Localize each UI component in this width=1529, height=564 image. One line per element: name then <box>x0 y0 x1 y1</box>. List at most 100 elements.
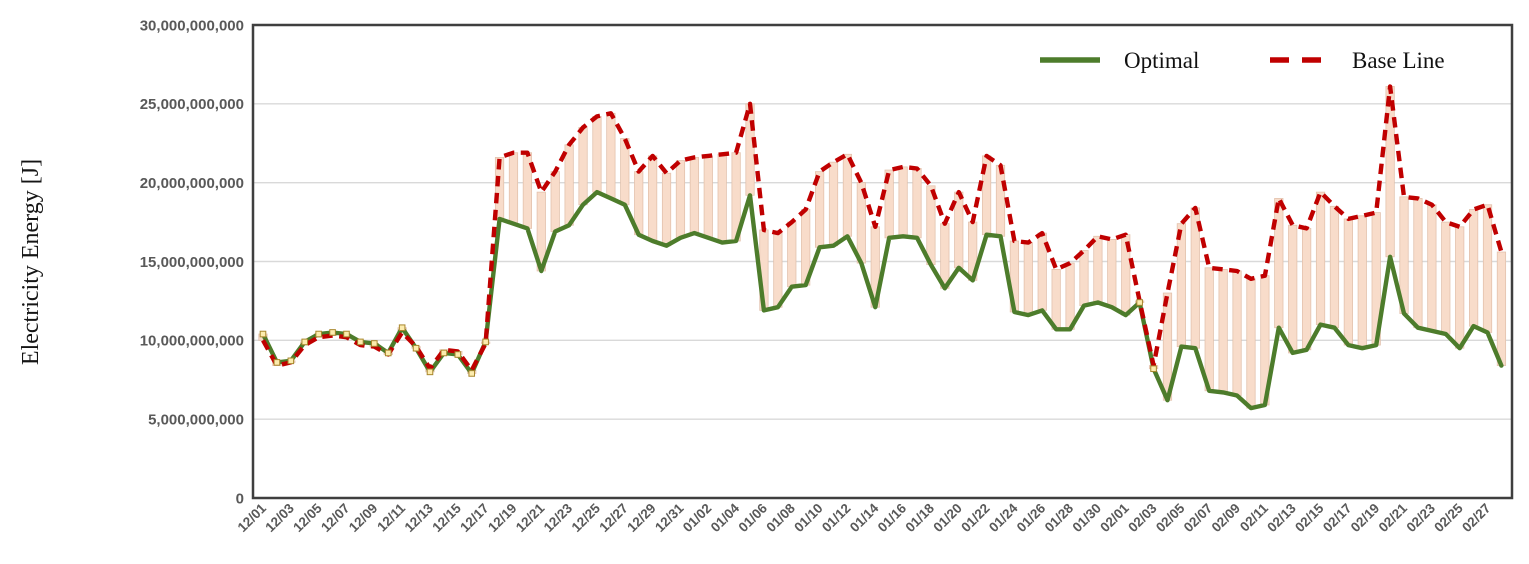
gap-fill-bars <box>258 86 1507 409</box>
data-point-marker <box>273 359 281 366</box>
gap-bar <box>1232 270 1242 396</box>
x-tick-label: 12/25 <box>569 500 604 535</box>
data-point-marker <box>426 368 434 376</box>
gap-bar <box>1176 223 1186 348</box>
x-tick-label: 01/02 <box>680 501 715 536</box>
x-tick-label: 02/05 <box>1153 500 1188 535</box>
x-tick-label: 12/11 <box>374 500 408 534</box>
x-tick-label: 12/31 <box>652 500 687 535</box>
x-tick-label: 01/10 <box>791 501 826 536</box>
y-tick-label: 0 <box>236 490 244 507</box>
y-tick-label: 10,000,000,000 <box>140 333 244 350</box>
data-point-marker <box>371 340 378 347</box>
x-tick-label: 12/17 <box>457 501 492 536</box>
data-point-marker <box>287 357 295 365</box>
gap-bar <box>1246 278 1256 409</box>
x-tick-label: 12/29 <box>624 501 659 536</box>
x-tick-label: 02/25 <box>1431 500 1466 535</box>
gap-bar <box>1482 204 1493 333</box>
y-axis-tick-labels: 0 5,000,000,000 10,000,000,000 15,000,000,0… <box>140 17 244 507</box>
y-tick-label: 5,000,000,000 <box>148 411 244 428</box>
x-tick-label: 01/28 <box>1042 500 1077 535</box>
y-tick-label: 15,000,000,000 <box>140 254 244 271</box>
x-tick-label: 02/09 <box>1209 501 1244 536</box>
gap-bar <box>578 127 588 206</box>
x-tick-label: 01/24 <box>986 500 1021 535</box>
gap-bar <box>1496 251 1507 366</box>
baseline-line-series <box>261 84 1504 373</box>
x-tick-label: 12/13 <box>402 500 437 535</box>
data-point-marker <box>468 370 476 377</box>
x-tick-label: 12/05 <box>290 500 325 535</box>
x-tick-label: 02/13 <box>1264 500 1299 535</box>
baseline-polyline <box>261 84 1504 373</box>
gap-bar <box>564 144 574 226</box>
data-point-marker <box>454 351 462 358</box>
gap-bar <box>1441 221 1451 335</box>
gap-bar <box>773 232 783 308</box>
gap-bar <box>995 164 1006 237</box>
x-tick-label: 01/16 <box>875 500 910 535</box>
x-tick-label: 02/03 <box>1125 500 1160 535</box>
legend-baseline-label: Base Line <box>1352 48 1445 73</box>
data-point-marker <box>398 324 406 332</box>
data-point-marker <box>315 330 322 338</box>
data-point-marker <box>412 344 420 352</box>
x-tick-label: 01/26 <box>1014 500 1049 535</box>
x-tick-label: 02/15 <box>1292 500 1327 535</box>
x-tick-label: 01/20 <box>930 501 965 536</box>
x-tick-label: 02/21 <box>1376 500 1411 535</box>
x-tick-label: 02/17 <box>1320 501 1355 536</box>
data-point-marker <box>259 330 267 338</box>
gap-bar <box>912 168 922 239</box>
x-tick-label: 02/07 <box>1181 501 1216 536</box>
gap-bar <box>1204 267 1214 392</box>
x-tick-label: 12/03 <box>262 500 297 535</box>
y-axis-title: Electricity Energy [J] <box>18 159 44 365</box>
gap-bar <box>1302 227 1312 351</box>
data-point-marker <box>301 338 309 346</box>
optimal-polyline <box>260 189 1504 411</box>
gap-bar <box>550 171 560 232</box>
gap-bar <box>787 221 797 288</box>
legend-optimal-label: Optimal <box>1124 48 1199 73</box>
x-tick-label: 01/04 <box>708 500 743 535</box>
gap-bar <box>1385 86 1395 258</box>
x-tick-label: 12/23 <box>541 500 576 535</box>
x-tick-label: 12/19 <box>485 501 520 536</box>
gap-bar <box>1051 268 1061 330</box>
overlap-point-markers <box>259 299 1157 377</box>
x-tick-label: 02/27 <box>1459 501 1494 536</box>
data-point-marker <box>343 330 350 338</box>
x-tick-label: 12/15 <box>429 500 464 535</box>
data-point-marker <box>1150 365 1157 373</box>
plot-border <box>251 23 1514 500</box>
data-point-marker <box>482 338 489 346</box>
x-tick-label: 01/18 <box>903 500 938 535</box>
gap-bar <box>661 172 672 247</box>
gap-bar <box>1329 205 1340 329</box>
gap-bar <box>1288 224 1298 354</box>
data-point-marker <box>329 329 336 336</box>
gap-bar <box>940 223 950 289</box>
x-axis-tick-labels: 12/0112/0312/0512/0712/0912/1112/1312/15… <box>235 500 1494 535</box>
gap-bar <box>703 155 713 239</box>
x-tick-label: 12/09 <box>346 501 381 536</box>
data-point-marker <box>357 338 364 346</box>
gap-bar <box>1315 191 1326 325</box>
data-point-marker <box>384 349 392 357</box>
optimal-line-series <box>260 189 1504 411</box>
gap-bar <box>1023 242 1033 316</box>
gap-bar <box>1357 215 1367 349</box>
gap-bar <box>1427 204 1437 332</box>
x-tick-label: 12/27 <box>596 501 631 536</box>
x-tick-label: 01/12 <box>819 501 854 536</box>
gap-bar <box>1413 198 1423 329</box>
legend: Optimal Base Line <box>1040 48 1445 73</box>
gap-bar <box>1455 226 1465 349</box>
gap-bar <box>689 157 699 234</box>
x-tick-label: 01/06 <box>736 500 771 535</box>
gap-bar <box>675 160 686 239</box>
